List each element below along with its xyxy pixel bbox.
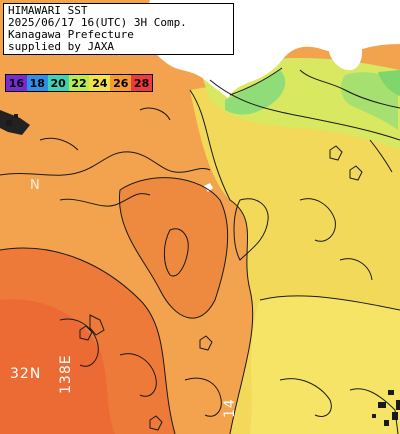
contour-line xyxy=(329,145,343,161)
isotherm-contours xyxy=(0,67,400,434)
contour-line xyxy=(59,193,151,207)
land-east-peninsula xyxy=(328,37,363,71)
contour-line xyxy=(89,314,105,336)
island-small xyxy=(204,183,213,192)
contour-line xyxy=(0,151,211,176)
contour-line xyxy=(339,258,373,281)
land-sw-corner xyxy=(0,110,30,135)
coastal-green xyxy=(225,70,286,115)
contour-line xyxy=(163,228,189,277)
contour-line xyxy=(184,377,222,417)
contour-line xyxy=(233,198,269,261)
region-name: Kanagawa Prefecture xyxy=(8,28,134,41)
warm-water-sw-core xyxy=(0,299,115,434)
warm-tongue-center xyxy=(119,177,228,319)
coastline-speckle xyxy=(6,114,400,426)
contour-line xyxy=(349,165,363,181)
legend-cell-28: 28 xyxy=(131,75,153,91)
contour-line xyxy=(59,318,99,367)
contour-line xyxy=(229,67,283,96)
contour-line xyxy=(279,378,332,417)
contour-line xyxy=(299,69,400,109)
temperature-legend: 16 18 20 22 24 26 28 xyxy=(5,74,153,92)
contour-line xyxy=(299,198,336,242)
contour-line xyxy=(349,388,399,434)
data-credit: supplied by JAXA xyxy=(8,40,114,53)
latitude-label-33n: N xyxy=(30,178,41,193)
timestamp: 2025/06/17 16(UTC) 3H Comp. xyxy=(8,16,187,29)
contour-line xyxy=(259,295,400,311)
legend-cell-22: 22 xyxy=(68,75,90,91)
longitude-label-138e: 138E xyxy=(58,354,74,394)
contour-line xyxy=(118,177,229,319)
inner-bay xyxy=(378,70,400,96)
legend-cell-26: 26 xyxy=(110,75,132,91)
legend-cell-18: 18 xyxy=(26,75,48,91)
cool-water-se xyxy=(250,295,400,434)
contour-line xyxy=(149,415,163,431)
contour-line xyxy=(369,139,393,173)
contour-line xyxy=(139,107,171,121)
contour-line xyxy=(199,335,213,351)
contour-line xyxy=(79,325,93,341)
contour-line xyxy=(0,247,176,434)
contour-line xyxy=(209,79,400,141)
info-box: HIMAWARI SST 2025/06/17 16(UTC) 3H Comp.… xyxy=(3,3,234,55)
legend-cell-20: 20 xyxy=(47,75,69,91)
bay-green xyxy=(340,72,398,130)
contour-line xyxy=(189,89,254,434)
contour-line xyxy=(119,353,157,397)
legend-cell-16: 16 xyxy=(6,75,27,91)
contour-line xyxy=(39,137,79,151)
legend-cell-24: 24 xyxy=(89,75,111,91)
longitude-label-140e: 14 xyxy=(222,398,238,418)
product-title: HIMAWARI SST xyxy=(8,4,88,17)
latitude-label-32n: 32N xyxy=(10,366,42,382)
